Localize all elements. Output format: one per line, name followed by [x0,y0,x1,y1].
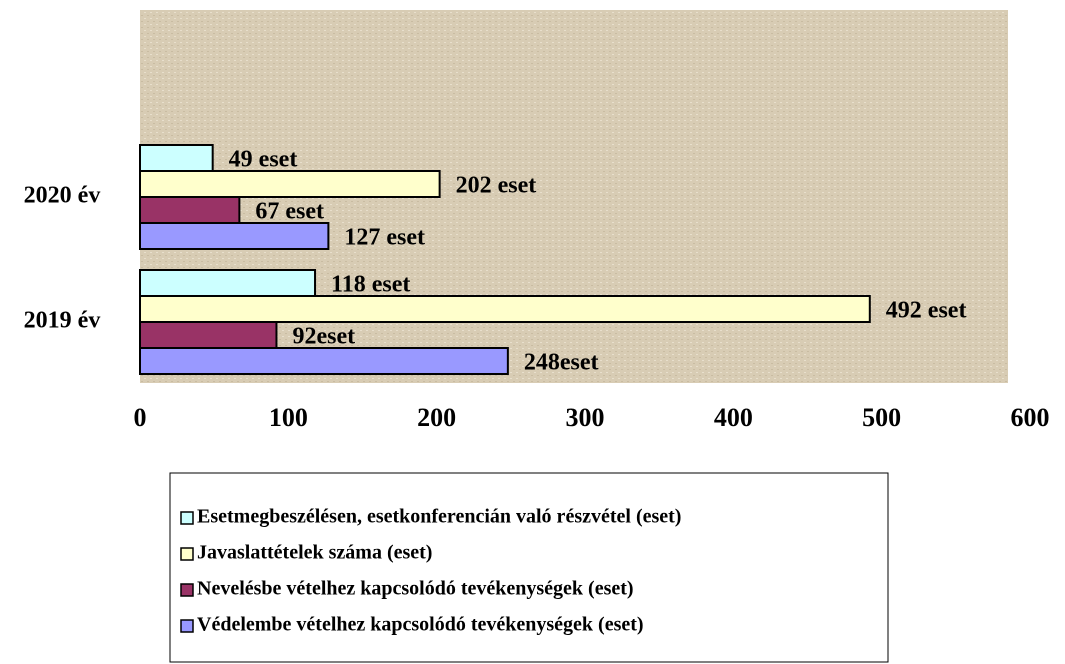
bar [139,144,214,172]
bar [139,321,278,349]
x-tick-label: 200 [417,403,456,432]
legend-label: Esetmegbeszélésen, esetkonferencián való… [197,506,681,528]
bar [139,295,871,323]
x-tick-label: 500 [862,403,901,432]
legend-swatch [180,511,194,525]
y-tick-label: 2019 év [24,308,101,334]
legend [169,472,889,663]
legend-swatch [180,547,194,561]
x-tick-label: 600 [1011,403,1050,432]
x-tick-label: 100 [269,403,308,432]
legend-label: Nevelésbe vételhez kapcsolódó tevékenysé… [197,578,634,600]
bar [139,347,509,375]
data-label: 127 eset [344,225,425,251]
data-label: 118 eset [331,272,410,298]
bar [139,170,441,198]
data-label: 248eset [524,350,599,376]
data-label: 202 eset [456,173,537,199]
legend-label: Védelembe vételhez kapcsolódó tevékenysé… [197,614,644,636]
legend-swatch [180,619,194,633]
bar [139,269,317,297]
data-label: 92eset [292,324,355,350]
x-tick-label: 0 [134,403,147,432]
bar [139,222,330,250]
data-label: 492 eset [886,298,967,324]
data-label: 49 eset [229,147,298,173]
data-label: 67 eset [255,199,324,225]
x-tick-label: 300 [566,403,605,432]
legend-swatch [180,583,194,597]
legend-label: Javaslattételek száma (eset) [197,542,432,564]
y-tick-label: 2020 év [24,183,101,209]
bar [139,196,241,224]
x-tick-label: 400 [714,403,753,432]
